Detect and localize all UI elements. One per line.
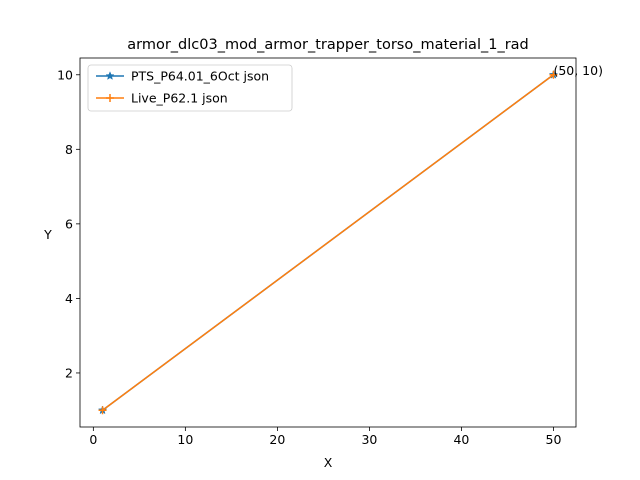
y-tick-label: 2: [65, 365, 73, 380]
axes-frame: [79, 57, 577, 428]
x-tick-label: 10: [177, 432, 193, 447]
legend-label: Live_P62.1 json: [131, 91, 228, 106]
x-tick-label: 20: [269, 432, 285, 447]
series-2-point: [549, 70, 558, 79]
y-axis-label: Y: [43, 227, 52, 242]
series-line-2: [102, 74, 554, 411]
legend-item: Live_P62.1 json: [96, 91, 228, 106]
chart-title: armor_dlc03_mod_armor_trapper_torso_mate…: [127, 37, 529, 53]
legend-marker: [106, 94, 114, 102]
x-tick-label: 50: [546, 432, 562, 447]
x-axis-label: X: [324, 455, 333, 470]
y-tick-label: 8: [65, 142, 73, 157]
y-tick-label: 10: [57, 67, 73, 82]
legend-box: [87, 64, 293, 112]
legend-item: PTS_P64.01_6Oct json: [96, 69, 269, 84]
x-tick-label: 30: [361, 432, 377, 447]
point-annotation: (50, 10): [553, 63, 603, 78]
legend-label: PTS_P64.01_6Oct json: [131, 69, 269, 84]
series-2-point: [98, 406, 107, 415]
y-tick-label: 6: [65, 216, 73, 231]
legend-marker: [105, 71, 115, 80]
x-tick-label: 40: [453, 432, 469, 447]
legend: PTS_P64.01_6Oct json Live_P62.1 json: [87, 64, 293, 112]
x-tick-label: 0: [89, 432, 97, 447]
plot-area: 0 10 20 30 40 50 2 4 6 8 10 (50, 10) PTS_P64.01_6Oct…: [57, 57, 603, 447]
y-tick-label: 4: [65, 291, 73, 306]
